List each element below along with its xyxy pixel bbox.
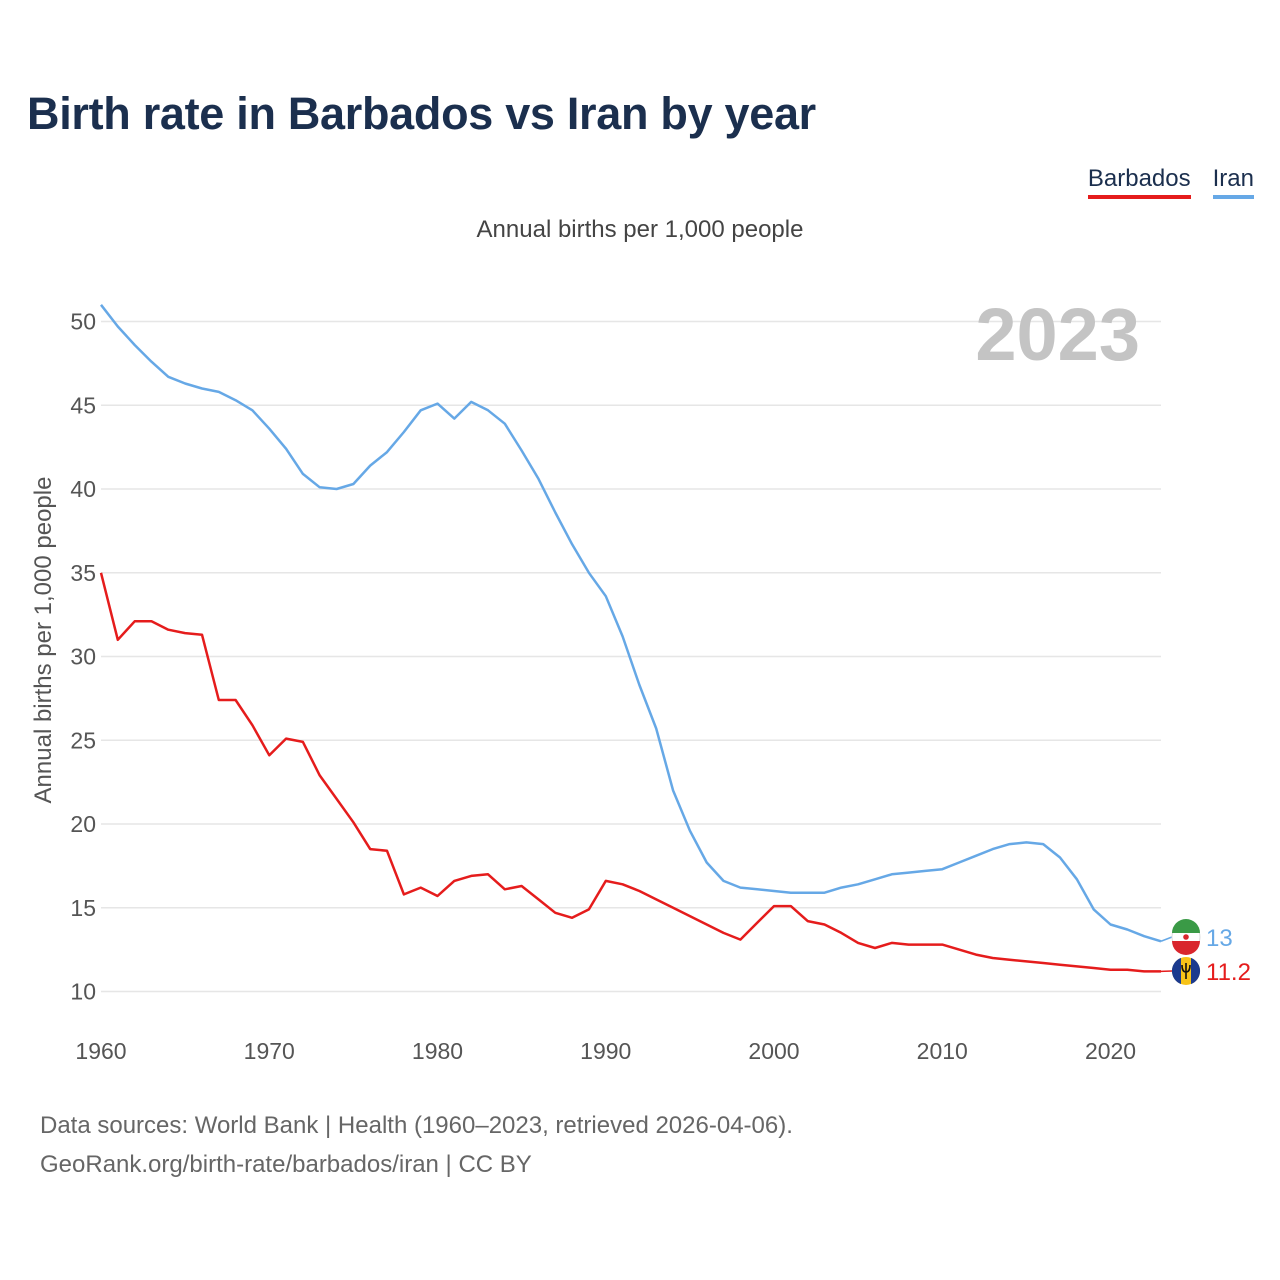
end-connector-iran — [1160, 936, 1173, 942]
y-tick-label: 10 — [70, 979, 96, 1005]
y-tick-label: 20 — [70, 811, 96, 837]
iran-flag-icon — [1171, 919, 1201, 955]
y-axis-ticks: 10 15 20 25 30 35 40 45 50 — [70, 309, 96, 1005]
x-tick-label: 2020 — [1085, 1038, 1136, 1064]
y-tick-label: 35 — [70, 560, 96, 586]
y-tick-label: 25 — [70, 727, 96, 753]
end-value-label-iran: 13 — [1206, 925, 1233, 952]
sources-line: Data sources: World Bank | Health (1960–… — [40, 1112, 793, 1139]
page-title: Birth rate in Barbados vs Iran by year — [27, 88, 816, 139]
y-axis-label: Annual births per 1,000 people — [30, 477, 57, 804]
y-tick-label: 30 — [70, 644, 96, 670]
x-axis-ticks: 1960 1970 1980 1990 2000 2010 2020 — [75, 1038, 1136, 1064]
legend: Barbados Iran — [1087, 165, 1254, 199]
x-tick-label: 1960 — [75, 1038, 126, 1064]
data-sources: Data sources: World Bank | Health (1960–… — [40, 1106, 793, 1184]
year-watermark: 2023 — [975, 293, 1140, 376]
y-tick-label: 50 — [70, 309, 96, 335]
attribution-line: GeoRank.org/birth-rate/barbados/iran | C… — [40, 1151, 532, 1178]
y-tick-label: 45 — [70, 392, 96, 418]
chart-subtitle: Annual births per 1,000 people — [476, 216, 804, 243]
legend-item-iran[interactable]: Iran — [1212, 165, 1254, 199]
series-line-iran[interactable] — [100, 304, 1162, 943]
barbados-flag-icon — [1171, 957, 1201, 985]
x-tick-label: 1970 — [244, 1038, 295, 1064]
line-chart: 2023 10 15 20 25 30 35 40 45 50 1960 1970 1980 1990… — [30, 293, 1251, 1064]
y-tick-label: 40 — [70, 476, 96, 502]
x-tick-label: 1980 — [412, 1038, 463, 1064]
end-value-label-barbados: 11.2 — [1206, 959, 1251, 986]
x-tick-label: 2000 — [748, 1038, 799, 1064]
grid-lines — [101, 320, 1161, 993]
end-markers: 11.2 13 — [1160, 919, 1251, 986]
y-tick-label: 15 — [70, 895, 96, 921]
legend-item-barbados[interactable]: Barbados — [1087, 165, 1191, 199]
series-line-barbados[interactable] — [99, 572, 1161, 973]
x-tick-label: 2010 — [917, 1038, 968, 1064]
series-lines — [99, 304, 1162, 973]
x-tick-label: 1990 — [580, 1038, 631, 1064]
